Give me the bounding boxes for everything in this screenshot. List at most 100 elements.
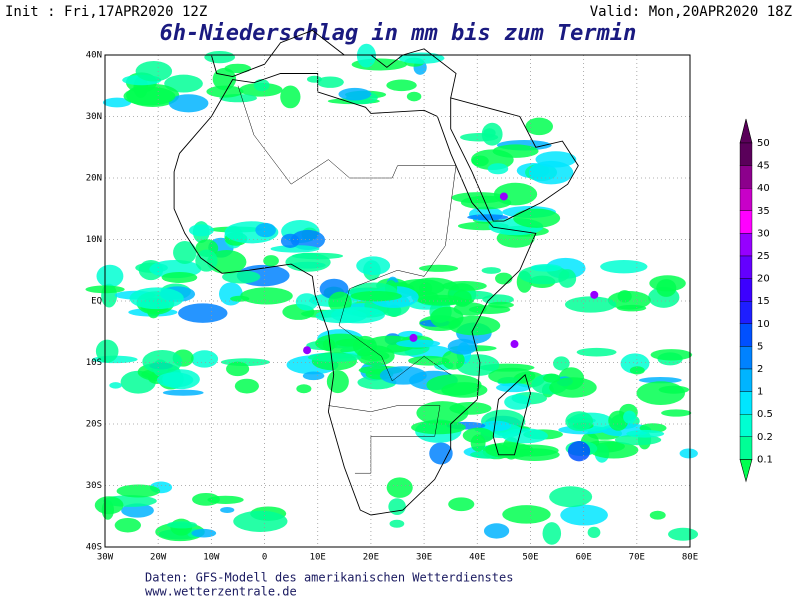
- colorbar-box: [739, 142, 753, 166]
- lon-tick-label: 30W: [97, 553, 114, 563]
- colorbar-box: [739, 391, 753, 415]
- colorbar-arrow: [739, 118, 753, 144]
- rain-core: [303, 346, 312, 355]
- rain-cell: [162, 389, 204, 396]
- lat-tick-label: 40S: [86, 543, 102, 553]
- rain-cell: [576, 347, 617, 357]
- lon-tick-label: 60E: [576, 553, 592, 563]
- rain-cell: [129, 287, 184, 310]
- rain-cell: [416, 401, 469, 425]
- rain-cell: [447, 338, 478, 355]
- rain-cell: [496, 383, 531, 393]
- rain-cell: [222, 270, 261, 284]
- lat-tick-label: 30N: [86, 112, 102, 122]
- rain-cell: [600, 259, 648, 274]
- rain-cell: [487, 163, 509, 175]
- rain-cell: [528, 160, 574, 185]
- colorbar: 50 45 40 35 30 25 20 15 10 5 2 1 0.5 0.2 0.1: [739, 118, 773, 483]
- rain-cell: [315, 333, 366, 353]
- rain-cell: [553, 356, 570, 371]
- rain-cell: [565, 411, 594, 432]
- colorbar-label: 30: [757, 228, 770, 239]
- lon-tick-label: 50E: [522, 553, 538, 563]
- borders: [237, 85, 457, 382]
- rain-cell: [661, 409, 692, 417]
- colorbar-box: [739, 346, 753, 370]
- rain-cell: [441, 350, 465, 370]
- rain-cell: [135, 61, 173, 82]
- rain-cell: [560, 504, 608, 526]
- rain-cell: [629, 366, 645, 375]
- lat-tick-label: 10S: [86, 358, 102, 368]
- rain-cell: [386, 79, 417, 92]
- rain-cell: [161, 271, 198, 283]
- colorbar-label: 0.1: [757, 454, 773, 465]
- rain-cell: [94, 496, 124, 515]
- lon-tick-label: 20E: [363, 553, 379, 563]
- rain-cell: [504, 394, 532, 410]
- rain-cell: [142, 350, 183, 374]
- madagascar: [492, 373, 531, 456]
- rain-cell: [488, 367, 536, 385]
- lon-tick-label: 10E: [310, 553, 326, 563]
- rain-cell: [338, 87, 372, 101]
- rain-cell: [386, 477, 413, 498]
- rain-cell: [558, 269, 577, 288]
- rain-cell: [114, 517, 141, 533]
- rain-cell: [356, 256, 391, 276]
- rain-cell: [290, 229, 326, 251]
- rain-cell: [123, 86, 176, 106]
- rain-cell: [543, 373, 561, 383]
- rain-cell: [164, 74, 203, 93]
- rain-cell: [502, 428, 548, 444]
- rain-cell: [513, 208, 561, 228]
- colorbar-label: 10: [757, 319, 770, 330]
- rain-cell: [589, 441, 639, 459]
- rain-cell: [190, 350, 219, 368]
- colorbar-arrow: [739, 459, 753, 483]
- arabia: [450, 97, 579, 222]
- rain-cell: [156, 372, 194, 388]
- lat-tick-label: 20S: [86, 420, 102, 430]
- rain-cell: [166, 521, 197, 529]
- rain-cell: [307, 75, 322, 83]
- rain-cell: [483, 523, 510, 539]
- footer-source: Daten: GFS-Modell des amerikanischen Wet…: [145, 571, 513, 585]
- rain-cell: [204, 50, 235, 64]
- rain-cell: [218, 282, 243, 306]
- rain-cell: [379, 366, 427, 385]
- lat-tick-label: 40N: [86, 51, 102, 61]
- rain-cell: [542, 522, 562, 545]
- rain-cell: [350, 290, 402, 302]
- lat-tick-label: 10N: [86, 235, 102, 245]
- rain-cell: [617, 290, 632, 303]
- lon-tick-label: 70E: [629, 553, 645, 563]
- rain-cell: [206, 250, 247, 274]
- rain-cell: [396, 339, 441, 348]
- colorbar-box: [739, 301, 753, 325]
- lon-tick-label: 0: [262, 553, 267, 563]
- rain-cell: [623, 410, 636, 424]
- rain-cell: [315, 308, 367, 324]
- rain-cell: [255, 222, 276, 238]
- colorbar-box: [739, 368, 753, 392]
- colorbar-box: [739, 278, 753, 302]
- colorbar-label: 0.5: [757, 409, 773, 420]
- colorbar-label: 20: [757, 274, 770, 285]
- colorbar-label: 1: [757, 387, 763, 398]
- rain-cell: [116, 484, 161, 498]
- rain-cell: [448, 497, 475, 512]
- colorbar-label: 45: [757, 161, 770, 172]
- rain-cell: [280, 85, 301, 109]
- rain-cell: [418, 264, 459, 272]
- rain-cell: [95, 339, 119, 363]
- rain-cell: [226, 361, 250, 377]
- rain-cell: [587, 526, 601, 539]
- rain-cell: [408, 355, 450, 366]
- rain-core: [510, 340, 519, 349]
- colorbar-box: [739, 233, 753, 257]
- rain-cell: [356, 43, 376, 68]
- rain-cell: [188, 224, 214, 237]
- colorbar-box: [739, 165, 753, 189]
